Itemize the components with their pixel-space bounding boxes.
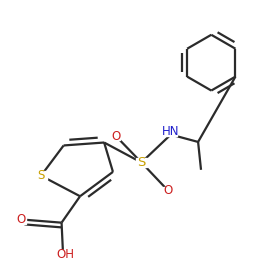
Bar — [136, 158, 147, 167]
Text: S: S — [137, 156, 146, 169]
Text: HN: HN — [162, 125, 179, 138]
Bar — [35, 171, 47, 180]
Text: O: O — [163, 184, 172, 197]
Bar — [163, 187, 172, 194]
Bar — [17, 216, 26, 224]
Text: O: O — [111, 130, 120, 143]
Bar — [164, 127, 177, 136]
Text: O: O — [17, 213, 26, 226]
Bar — [112, 132, 120, 140]
Text: OH: OH — [56, 248, 74, 260]
Text: S: S — [37, 169, 45, 182]
Bar — [59, 250, 72, 259]
